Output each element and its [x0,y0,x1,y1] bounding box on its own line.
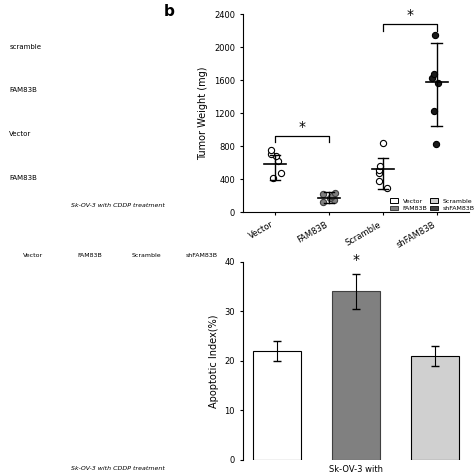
Point [375,166,383,174]
Text: FAM83B: FAM83B [77,253,102,258]
X-axis label: Sk-OV-3 with
CDDP treatment: Sk-OV-3 with CDDP treatment [321,465,391,474]
Point [331,190,339,197]
Point [277,169,285,176]
Text: Sk-OV-3 with CDDP treatment: Sk-OV-3 with CDDP treatment [71,203,165,208]
Text: *: * [353,253,359,267]
Point [430,70,438,77]
Text: Vector: Vector [23,253,43,258]
Text: FAM83B: FAM83B [9,88,37,93]
Y-axis label: Apoptotic Index(%): Apoptotic Index(%) [209,314,219,408]
Text: *: * [299,120,306,134]
Text: Scramble: Scramble [132,253,161,258]
Text: *: * [406,9,413,22]
Point [267,150,274,157]
Point [435,79,442,86]
Bar [253,351,301,460]
Y-axis label: Tumor Weight (mg): Tumor Weight (mg) [198,66,209,160]
Point [267,146,274,153]
Bar [411,356,459,460]
Point [273,152,280,160]
Point [432,140,440,147]
Point [330,196,337,204]
Point [383,184,391,192]
Point [270,174,277,182]
Text: b: b [164,4,174,19]
Text: Sk-OV-3 with CDDP treatment: Sk-OV-3 with CDDP treatment [71,466,165,471]
Text: scramble: scramble [9,44,41,50]
Bar [332,292,380,460]
Point [375,170,383,177]
Point [377,162,384,170]
Point [428,74,436,82]
Point [380,139,387,147]
Text: FAM83B: FAM83B [9,174,37,181]
Point [328,192,336,200]
Text: shFAM83B: shFAM83B [186,253,218,258]
Point [327,194,334,202]
Legend: Vector, FAM83B, Scramble, shFAM83B: Vector, FAM83B, Scramble, shFAM83B [388,196,474,214]
Point [319,199,327,206]
Point [274,157,282,165]
Point [431,31,439,39]
Point [319,190,327,198]
Point [375,177,383,185]
Point [430,107,438,115]
Text: Vector: Vector [9,131,32,137]
